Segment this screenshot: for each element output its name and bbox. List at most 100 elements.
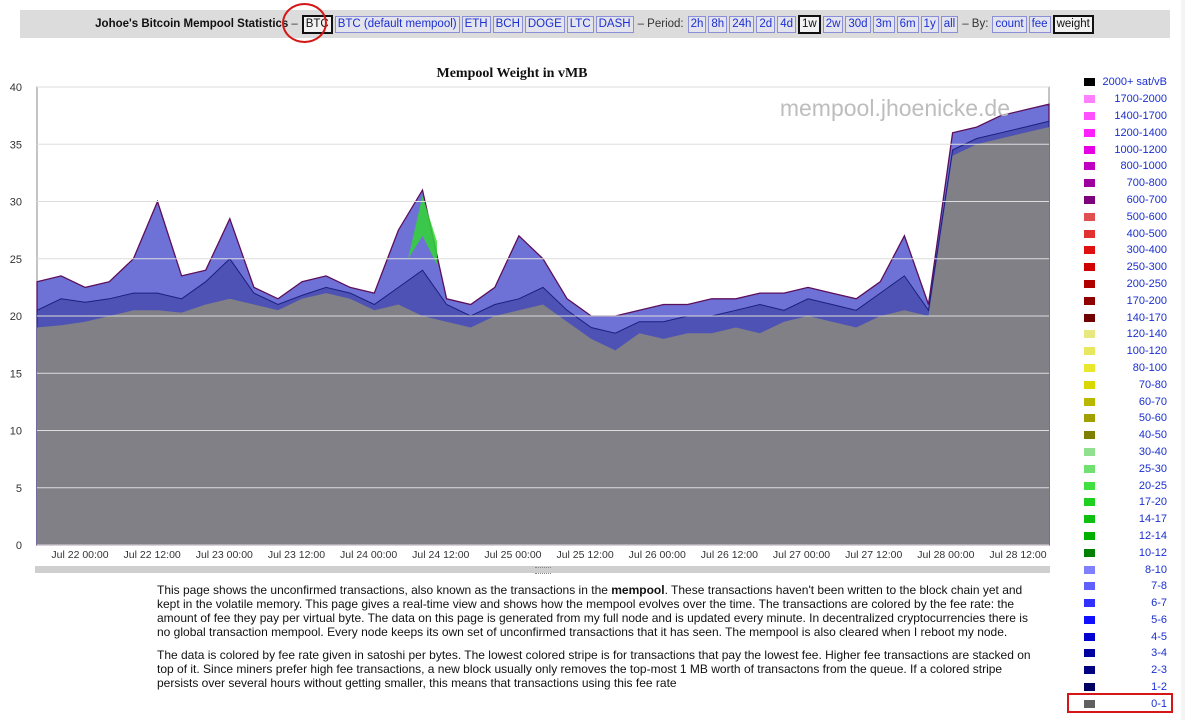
period-link-4d[interactable]: 4d: [777, 15, 796, 33]
mempool-chart: Mempool Weight in vMB 0 5 10 15 20 25 30 35 40 Ju…: [10, 66, 1050, 561]
by-link-weight[interactable]: weight: [1052, 14, 1094, 34]
currency-link-ltc[interactable]: LTC: [566, 15, 594, 33]
legend-label: 14-17: [1138, 513, 1167, 526]
legend-swatch: [1084, 548, 1095, 557]
legend-item-7-8[interactable]: 7-8: [1070, 578, 1175, 595]
legend-item-1700-2000[interactable]: 1700-2000: [1070, 91, 1175, 108]
legend-item-8-10[interactable]: 8-10: [1070, 561, 1175, 578]
legend-item-30-40[interactable]: 30-40: [1070, 444, 1175, 461]
legend-item-800-1000[interactable]: 800-1000: [1070, 158, 1175, 175]
legend-label: 5-6: [1151, 613, 1167, 626]
legend-item-200-250[interactable]: 200-250: [1070, 276, 1175, 293]
legend-label: 170-200: [1126, 294, 1167, 307]
top-nav: Johoe's Bitcoin Mempool Statistics – BTC BT…: [20, 10, 1170, 38]
series-area-0-1: [37, 127, 1049, 545]
legend-swatch: [1084, 263, 1095, 272]
legend-item-100-120[interactable]: 100-120: [1070, 343, 1175, 360]
legend-item-1000-1200[interactable]: 1000-1200: [1070, 141, 1175, 158]
site-title: Johoe's Bitcoin Mempool Statistics: [95, 18, 289, 30]
legend-label: 2-3: [1151, 664, 1167, 677]
legend-label: 140-170: [1126, 311, 1167, 324]
legend-item-500-600[interactable]: 500-600: [1070, 208, 1175, 225]
legend-item-60-70[interactable]: 60-70: [1070, 393, 1175, 410]
y-tick-label: 25: [10, 254, 22, 266]
legend-label: 1200-1400: [1114, 126, 1167, 139]
legend-label: 0-1: [1151, 697, 1167, 710]
x-tick-label: Jul 22 12:00: [124, 549, 181, 561]
legend-item-120-140[interactable]: 120-140: [1070, 326, 1175, 343]
period-link-30d[interactable]: 30d: [845, 15, 871, 33]
currency-link-btc[interactable]: BTC: [301, 14, 333, 34]
legend-item-250-300[interactable]: 250-300: [1070, 259, 1175, 276]
legend-label: 10-12: [1138, 546, 1167, 559]
legend-item-400-500[interactable]: 400-500: [1070, 225, 1175, 242]
period-link-2w[interactable]: 2w: [822, 15, 844, 33]
legend-item-170-200[interactable]: 170-200: [1070, 292, 1175, 309]
legend-item-6-7[interactable]: 6-7: [1070, 595, 1175, 612]
legend-item-2000-sat-vb[interactable]: 2000+ sat/vB: [1070, 74, 1175, 91]
period-link-2h[interactable]: 2h: [687, 15, 707, 33]
legend-item-1400-1700[interactable]: 1400-1700: [1070, 108, 1175, 125]
legend-label: 1000-1200: [1114, 143, 1167, 156]
currency-link-eth[interactable]: ETH: [461, 15, 491, 33]
legend-label: 1400-1700: [1114, 109, 1167, 122]
legend-item-1-2[interactable]: 1-2: [1070, 679, 1175, 696]
legend-swatch: [1084, 162, 1095, 171]
period-link-8h[interactable]: 8h: [708, 15, 728, 33]
fee-legend: 2000+ sat/vB 1700-2000 1400-1700 1200-1400 1…: [1070, 74, 1175, 712]
legend-item-300-400[interactable]: 300-400: [1070, 242, 1175, 259]
currency-link-btc-default-mempool[interactable]: BTC (default mempool): [334, 15, 460, 33]
period-link-1w[interactable]: 1w: [797, 14, 821, 34]
legend-swatch: [1084, 464, 1095, 473]
legend-item-12-14[interactable]: 12-14: [1070, 528, 1175, 545]
by-link-count[interactable]: count: [992, 15, 1027, 33]
legend-item-40-50[interactable]: 40-50: [1070, 427, 1175, 444]
legend-swatch: [1084, 195, 1095, 204]
legend-item-20-25[interactable]: 20-25: [1070, 477, 1175, 494]
description-paragraph-1: This page shows the unconfirmed transact…: [157, 583, 1028, 639]
period-link-6m[interactable]: 6m: [896, 15, 919, 33]
legend-item-700-800[interactable]: 700-800: [1070, 175, 1175, 192]
legend-item-3-4[interactable]: 3-4: [1070, 645, 1175, 662]
legend-item-600-700[interactable]: 600-700: [1070, 192, 1175, 209]
legend-swatch: [1084, 615, 1095, 624]
legend-item-80-100[interactable]: 80-100: [1070, 360, 1175, 377]
by-link-fee[interactable]: fee: [1028, 15, 1051, 33]
currency-link-doge[interactable]: DOGE: [524, 15, 565, 33]
legend-swatch: [1084, 380, 1095, 389]
period-link-all[interactable]: all: [940, 15, 959, 33]
period-link-24h[interactable]: 24h: [729, 15, 755, 33]
legend-item-2-3[interactable]: 2-3: [1070, 662, 1175, 679]
legend-label: 800-1000: [1120, 160, 1168, 173]
legend-item-70-80[interactable]: 70-80: [1070, 376, 1175, 393]
legend-item-25-30[interactable]: 25-30: [1070, 460, 1175, 477]
legend-swatch: [1084, 363, 1095, 372]
legend-item-50-60[interactable]: 50-60: [1070, 410, 1175, 427]
legend-item-17-20[interactable]: 17-20: [1070, 494, 1175, 511]
legend-item-4-5[interactable]: 4-5: [1070, 628, 1175, 645]
y-tick-label: 40: [10, 82, 22, 94]
page-scrollbar[interactable]: [1181, 0, 1185, 720]
x-tick-label: Jul 24 12:00: [412, 549, 469, 561]
fee-band-spike: [408, 195, 437, 265]
period-link-3m[interactable]: 3m: [872, 15, 895, 33]
legend-item-14-17[interactable]: 14-17: [1070, 511, 1175, 528]
by-label: – By:: [962, 18, 989, 30]
legend-label: 3-4: [1151, 647, 1167, 660]
legend-swatch: [1084, 145, 1095, 154]
legend-item-10-12[interactable]: 10-12: [1070, 544, 1175, 561]
chart-watermark: mempool.jhoenicke.de: [780, 95, 1010, 121]
chart-resize-handle[interactable]: [35, 566, 1050, 574]
currency-link-dash[interactable]: DASH: [595, 15, 634, 33]
legend-swatch: [1084, 498, 1095, 507]
legend-item-140-170[interactable]: 140-170: [1070, 309, 1175, 326]
legend-swatch: [1084, 78, 1095, 87]
currency-link-bch[interactable]: BCH: [492, 15, 523, 33]
legend-item-0-1[interactable]: 0-1: [1070, 695, 1175, 712]
legend-swatch: [1084, 296, 1095, 305]
legend-item-1200-1400[interactable]: 1200-1400: [1070, 124, 1175, 141]
period-link-1y[interactable]: 1y: [920, 15, 939, 33]
period-link-2d[interactable]: 2d: [756, 15, 776, 33]
y-tick-label: 35: [10, 139, 22, 151]
legend-item-5-6[interactable]: 5-6: [1070, 612, 1175, 629]
